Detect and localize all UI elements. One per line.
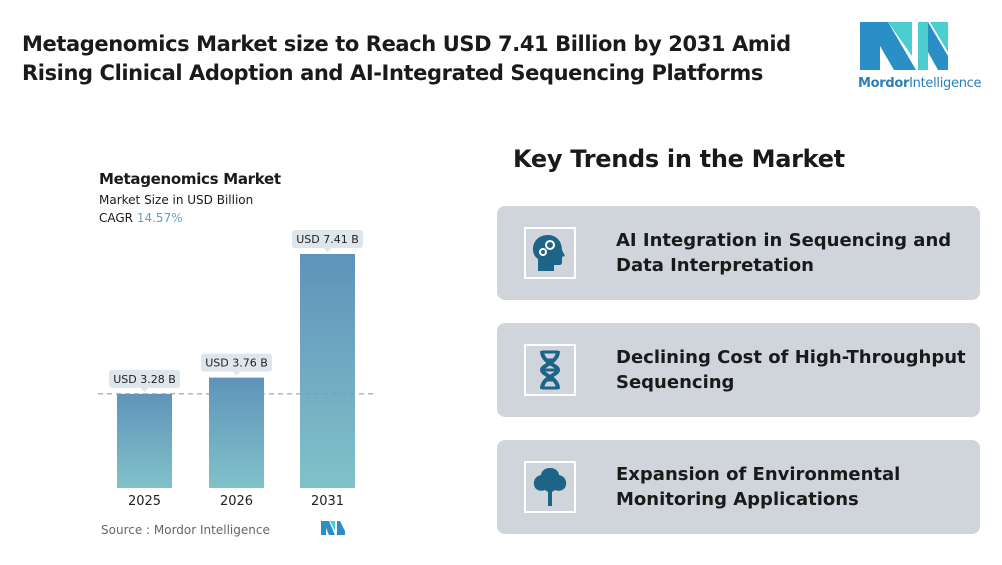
data-label: USD 3.28 B	[113, 373, 176, 386]
chart-source: Source : Mordor Intelligence	[101, 523, 270, 537]
bar-2025	[117, 393, 172, 488]
cagr-value: 14.57%	[136, 211, 183, 225]
data-label-pointer	[232, 371, 241, 376]
data-label: USD 3.76 B	[205, 357, 268, 370]
logo-brand: Mordor	[858, 76, 910, 91]
trend-card: AI Integration in Sequencing and Data In…	[497, 206, 980, 300]
bar-chart: USD 3.28 B 2025 USD 3.76 B 2026 USD 7.41 B 20…	[98, 230, 376, 509]
chart-title: Metagenomics Market	[99, 170, 281, 188]
logo-suffix: Intelligence	[909, 76, 982, 91]
dna-icon	[524, 344, 576, 396]
bar-2031	[300, 254, 355, 488]
data-label-bg	[109, 369, 180, 388]
data-label-bg	[292, 230, 363, 248]
trend-card: Expansion of Environmental Monitoring Ap…	[497, 440, 980, 534]
trend-label: Expansion of Environmental Monitoring Ap…	[616, 464, 901, 510]
source-logo-icon	[321, 521, 345, 535]
head-gears-icon	[524, 227, 576, 279]
data-label-pointer	[323, 248, 332, 252]
chart-cagr: CAGR 14.57%	[99, 211, 183, 225]
chart-subtitle: Market Size in USD Billion	[99, 193, 254, 207]
mordor-logo: MordorIntelligence	[858, 22, 981, 91]
trend-card: Declining Cost of High-Throughput Sequen…	[497, 323, 980, 417]
x-tick-label: 2025	[128, 494, 161, 509]
x-tick-label: 2031	[311, 494, 344, 509]
trend-label: Declining Cost of High-Throughput Sequen…	[616, 347, 966, 393]
logo-mark-icon	[860, 22, 948, 70]
cagr-label: CAGR	[99, 211, 134, 225]
bar-2026	[209, 377, 264, 488]
trends-heading: Key Trends in the Market	[513, 145, 845, 173]
data-label-pointer	[140, 387, 149, 392]
page-title: Metagenomics Market size to Reach USD 7.…	[22, 32, 791, 85]
data-label: USD 7.41 B	[296, 233, 359, 246]
x-tick-label: 2026	[220, 494, 253, 509]
tree-icon	[524, 461, 576, 513]
data-label-bg	[201, 353, 272, 372]
trend-label: AI Integration in Sequencing and Data In…	[616, 230, 952, 276]
